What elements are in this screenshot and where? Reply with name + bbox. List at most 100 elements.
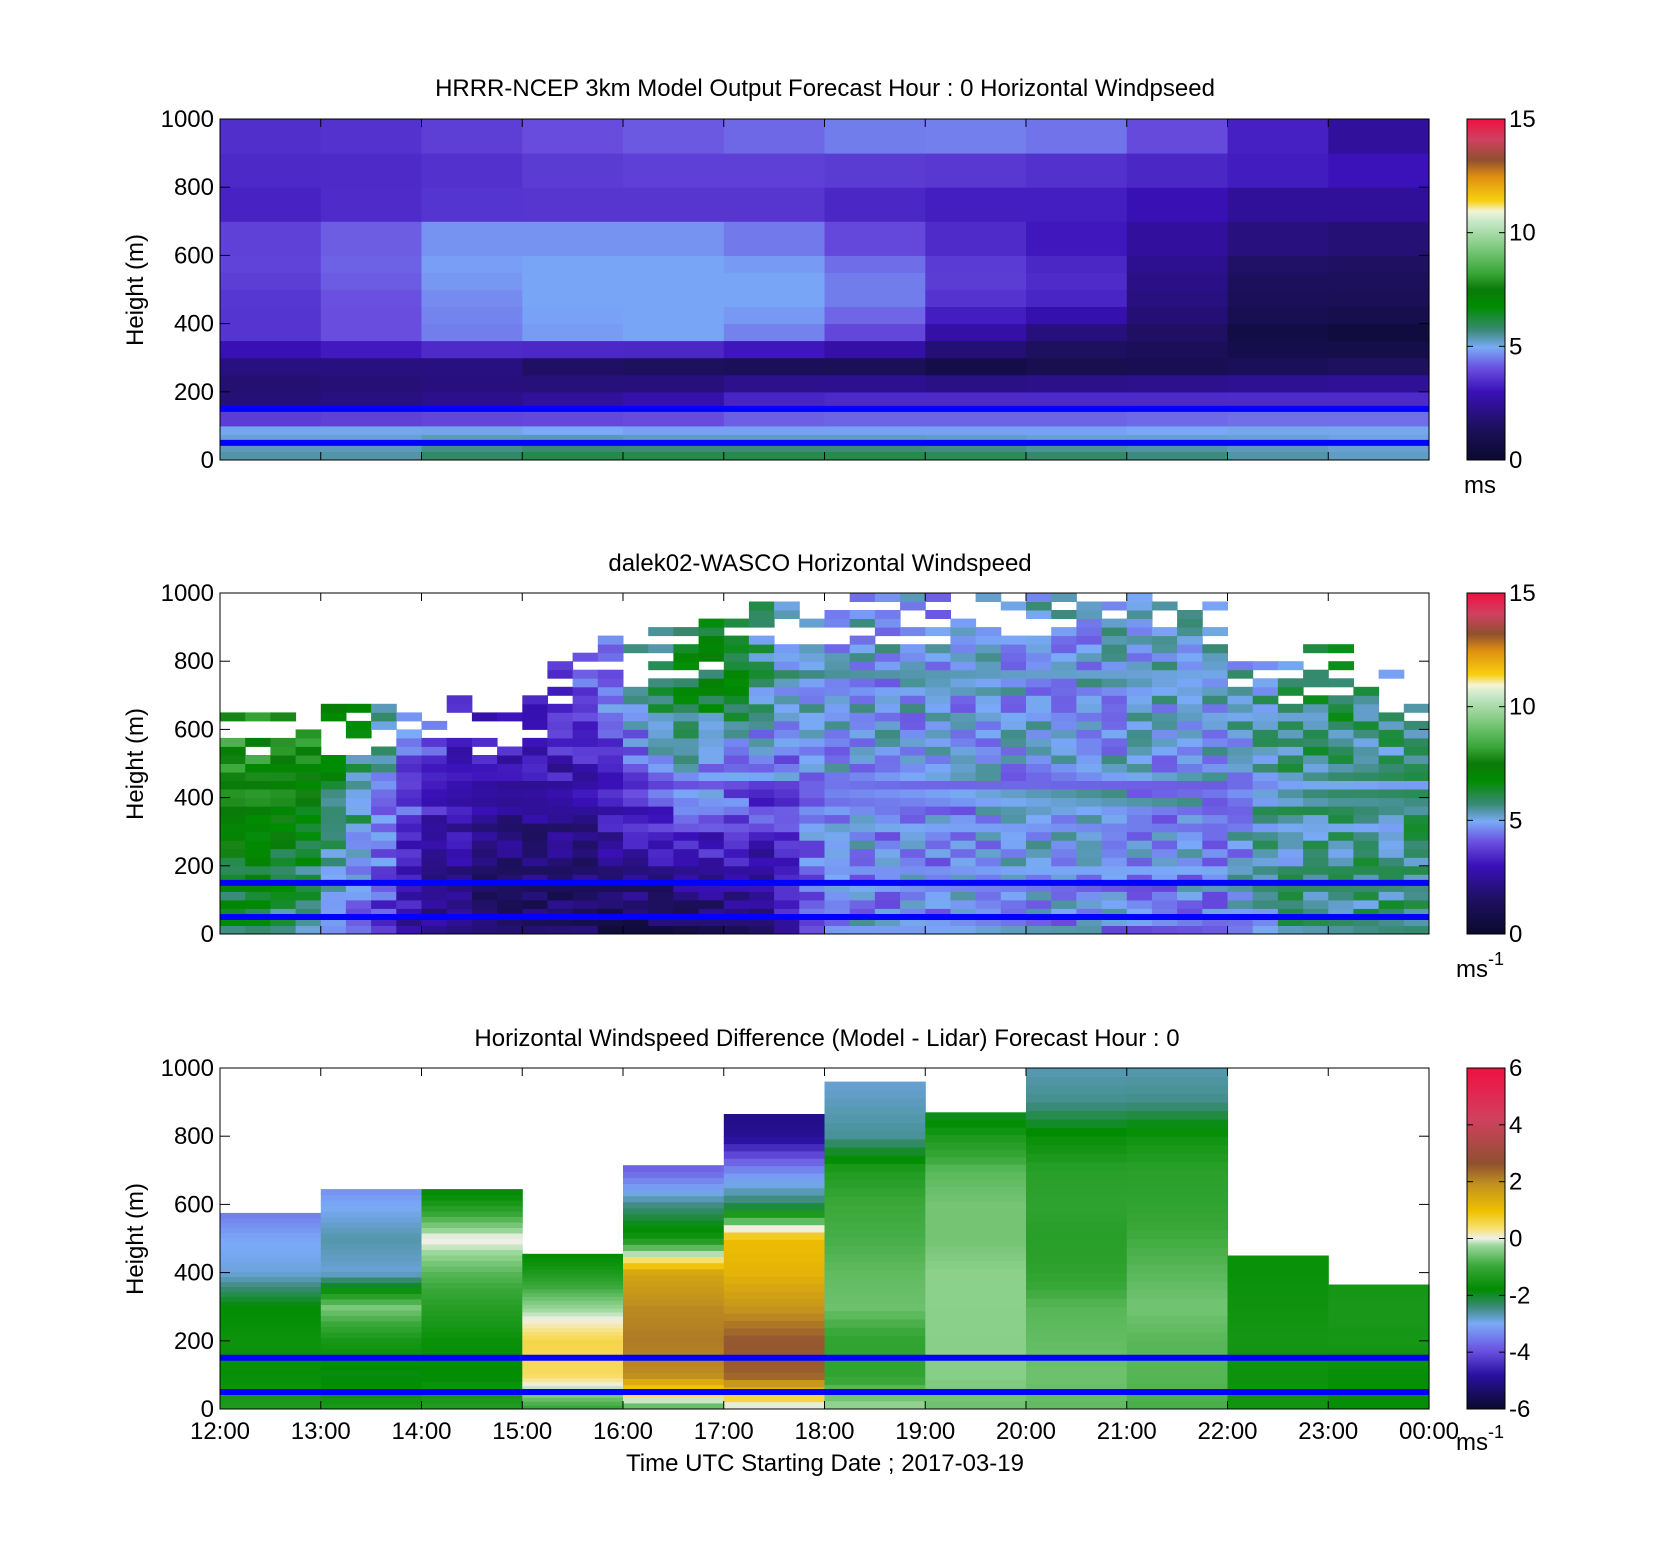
heatmap-cell bbox=[1026, 1392, 1128, 1401]
heatmap-cell bbox=[421, 1200, 523, 1207]
heatmap-cell bbox=[1378, 669, 1405, 679]
heatmap-cell bbox=[925, 763, 951, 773]
heatmap-cell bbox=[698, 882, 725, 892]
heatmap-cell bbox=[673, 814, 700, 824]
heatmap-cell bbox=[1126, 712, 1153, 722]
heatmap-cell bbox=[774, 601, 800, 611]
heatmap-cell bbox=[950, 865, 977, 875]
heatmap-cell bbox=[950, 644, 977, 654]
heatmap-cell bbox=[1227, 1274, 1329, 1279]
heatmap-cell bbox=[1151, 797, 1178, 807]
heatmap-cell bbox=[673, 874, 700, 884]
heatmap-cell bbox=[849, 729, 876, 739]
heatmap-cell bbox=[522, 255, 624, 273]
heatmap-cell bbox=[1202, 661, 1228, 671]
heatmap-cell bbox=[673, 720, 700, 730]
heatmap-cell bbox=[849, 806, 876, 816]
y-tick-label: 600 bbox=[174, 242, 214, 269]
heatmap-cell bbox=[320, 1376, 423, 1382]
heatmap-cell bbox=[623, 1220, 725, 1227]
heatmap-cell bbox=[950, 891, 977, 901]
heatmap-cell bbox=[220, 899, 246, 909]
heatmap-cell bbox=[497, 746, 523, 756]
heatmap-cell bbox=[1000, 703, 1027, 713]
heatmap-cell bbox=[1328, 780, 1354, 790]
heatmap-cell bbox=[220, 255, 322, 273]
heatmap-cell bbox=[1026, 678, 1052, 688]
heatmap-cell bbox=[1328, 899, 1354, 909]
heatmap-cell bbox=[950, 823, 977, 833]
heatmap-cell bbox=[900, 729, 926, 739]
heatmap-cell bbox=[1101, 669, 1128, 679]
heatmap-cell bbox=[1101, 823, 1128, 833]
heatmap-cell bbox=[1026, 1272, 1128, 1282]
heatmap-cell bbox=[421, 763, 448, 773]
heatmap-cell bbox=[1126, 635, 1153, 645]
heatmap-cell bbox=[320, 1211, 423, 1217]
heatmap-cell bbox=[522, 848, 548, 858]
heatmap-cell bbox=[1026, 857, 1052, 867]
heatmap-cell bbox=[824, 780, 851, 790]
heatmap-cell bbox=[1227, 865, 1254, 875]
heatmap-cell bbox=[1403, 737, 1430, 747]
heatmap-cell bbox=[1000, 823, 1027, 833]
heatmap-cell bbox=[1227, 823, 1254, 833]
heatmap-cell bbox=[799, 806, 825, 816]
heatmap-cell bbox=[1227, 119, 1329, 154]
heatmap-cell bbox=[849, 712, 876, 722]
heatmap-cell bbox=[1126, 1221, 1229, 1231]
heatmap-cell bbox=[925, 1320, 1027, 1328]
heatmap-cell bbox=[371, 755, 397, 764]
heatmap-cell bbox=[1177, 720, 1203, 730]
heatmap-cell bbox=[371, 797, 397, 807]
heatmap-cell bbox=[220, 882, 246, 892]
heatmap-cell bbox=[220, 831, 246, 841]
heatmap-cell bbox=[522, 442, 624, 452]
heatmap-cell bbox=[1202, 712, 1228, 722]
heatmap-cell bbox=[824, 1294, 926, 1304]
heatmap-cell bbox=[1126, 1102, 1229, 1112]
heatmap-cell bbox=[295, 755, 322, 764]
heatmap-cell bbox=[1101, 814, 1128, 824]
heatmap-cell bbox=[1378, 712, 1405, 722]
heatmap-cell bbox=[1202, 686, 1228, 696]
heatmap-cell bbox=[1076, 703, 1103, 713]
heatmap-cell bbox=[1076, 823, 1103, 833]
heatmap-cell bbox=[1101, 635, 1128, 645]
heatmap-cell bbox=[1101, 780, 1128, 790]
heatmap-cell bbox=[396, 729, 422, 739]
heatmap-cell bbox=[1328, 857, 1354, 867]
heatmap-cell bbox=[623, 1323, 725, 1331]
heatmap-cell bbox=[1101, 746, 1128, 756]
heatmap-cell bbox=[824, 831, 851, 841]
heatmap-cell bbox=[623, 1360, 725, 1367]
heatmap-cell bbox=[849, 703, 876, 713]
heatmap-cell bbox=[723, 1298, 826, 1307]
heatmap-cell bbox=[673, 823, 700, 833]
colorbar-tick-label: 4 bbox=[1509, 1112, 1522, 1139]
heatmap-cell bbox=[950, 661, 977, 671]
heatmap-cell bbox=[522, 1381, 624, 1387]
heatmap-cell bbox=[874, 652, 901, 662]
heatmap-cell bbox=[1328, 840, 1354, 850]
heatmap-cell bbox=[572, 823, 599, 833]
heatmap-cell bbox=[824, 823, 851, 833]
heatmap-cell bbox=[547, 686, 574, 696]
heatmap-cell bbox=[1101, 661, 1128, 671]
heatmap-cell bbox=[723, 814, 750, 824]
heatmap-cell bbox=[774, 703, 800, 713]
heatmap-cell bbox=[220, 1394, 322, 1400]
heatmap-cell bbox=[1252, 882, 1279, 892]
heatmap-cell bbox=[220, 408, 322, 427]
heatmap-cell bbox=[900, 593, 926, 602]
heatmap-cell bbox=[421, 1365, 523, 1371]
heatmap-cell bbox=[547, 806, 574, 816]
heatmap-cell bbox=[824, 1327, 926, 1336]
heatmap-cell bbox=[497, 899, 523, 909]
heatmap-cell bbox=[320, 789, 347, 799]
heatmap-cell bbox=[1026, 1357, 1128, 1367]
heatmap-cell bbox=[371, 908, 397, 918]
heatmap-cell bbox=[245, 840, 271, 850]
heatmap-cell bbox=[824, 1220, 926, 1230]
heatmap-cell bbox=[522, 882, 548, 892]
